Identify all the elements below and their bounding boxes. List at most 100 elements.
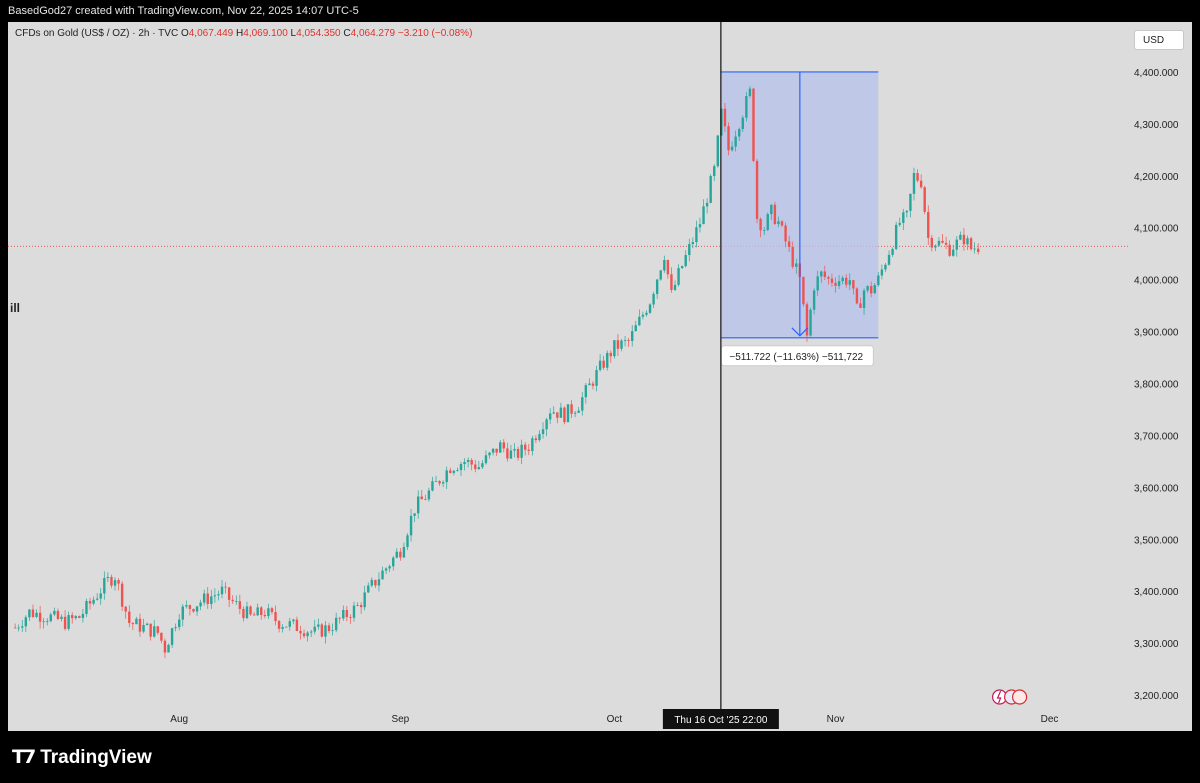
candle-body xyxy=(252,614,256,616)
candle-body xyxy=(120,583,124,607)
candle-body xyxy=(730,146,734,151)
candle-body xyxy=(716,135,720,167)
candle-body xyxy=(427,490,431,500)
tradingview-logo: 𝗧𝟳 TradingView xyxy=(12,746,152,769)
candle-body xyxy=(181,606,184,620)
close-value: 4,064.279 xyxy=(350,28,396,39)
candle-body xyxy=(695,227,698,243)
side-toolbar-icon[interactable]: ill xyxy=(10,301,21,315)
candle-body xyxy=(602,360,605,368)
candle-body xyxy=(830,278,834,283)
y-tick-label: 3,900.000 xyxy=(1134,328,1179,339)
candle-body xyxy=(837,281,841,286)
candle-body xyxy=(523,444,527,450)
candle-body xyxy=(267,608,270,617)
candle-body xyxy=(374,579,377,586)
candle-body xyxy=(927,211,930,238)
candle-body xyxy=(581,397,584,411)
candle-body xyxy=(616,340,620,349)
y-tick-label: 3,300.000 xyxy=(1134,639,1179,650)
candle-body xyxy=(859,303,862,308)
candle-body xyxy=(406,535,409,548)
candle-body xyxy=(424,499,427,501)
candle-body xyxy=(142,625,145,632)
candle-body xyxy=(752,88,755,161)
candle-body xyxy=(609,352,613,357)
candle-body xyxy=(534,438,538,441)
candle-body xyxy=(409,515,413,536)
candle-body xyxy=(820,271,823,277)
candle-body xyxy=(163,640,167,653)
candle-body xyxy=(242,608,245,619)
candle-body xyxy=(224,586,227,588)
candle-body xyxy=(873,285,876,294)
candle-body xyxy=(905,210,909,213)
symbol-label[interactable]: CFDs on Gold (US$ / OZ) · 2h · TVC xyxy=(15,28,179,39)
candle-body xyxy=(38,612,42,622)
candle-body xyxy=(416,496,420,514)
candle-body xyxy=(645,312,648,315)
candle-body xyxy=(466,460,470,463)
crosshair-date-label: Thu 16 Oct '25 22:00 xyxy=(674,715,768,726)
y-tick-label: 3,600.000 xyxy=(1134,483,1179,494)
candle-body xyxy=(470,460,473,465)
candle-body xyxy=(705,202,709,207)
chart-panel[interactable]: 3,200.000 3,300.000 3,400.000 3,500.000 3,60… xyxy=(8,22,1192,731)
candle-body xyxy=(295,619,299,631)
candle-body xyxy=(217,594,220,596)
candle-body xyxy=(71,615,74,619)
candle-body xyxy=(805,304,809,336)
candle-body xyxy=(449,470,452,473)
candle-body xyxy=(516,448,520,458)
candle-body xyxy=(727,126,730,151)
candle-body xyxy=(691,242,695,245)
candle-body xyxy=(502,442,505,449)
candle-body xyxy=(584,385,588,398)
candle-body xyxy=(509,450,513,459)
candle-body xyxy=(809,309,812,336)
candle-body xyxy=(299,630,302,634)
candle-body xyxy=(812,290,816,310)
candle-body xyxy=(891,248,894,255)
candle-body xyxy=(324,625,327,637)
candle-body xyxy=(976,248,980,253)
price-chart-svg[interactable]: 3,200.000 3,300.000 3,400.000 3,500.000 3,60… xyxy=(8,22,1192,731)
candle-body xyxy=(459,464,463,471)
candle-body xyxy=(263,614,267,617)
candle-body xyxy=(117,580,120,584)
lightning-glyph xyxy=(996,690,1002,704)
candle-body xyxy=(363,592,366,608)
y-tick-label: 3,400.000 xyxy=(1134,587,1179,598)
candle-body xyxy=(563,407,566,423)
candle-body xyxy=(88,600,92,604)
candle-body xyxy=(577,410,580,413)
candle-body xyxy=(99,593,102,599)
candle-body xyxy=(745,96,748,118)
candle-body xyxy=(912,173,916,194)
candle-body xyxy=(128,611,131,624)
candle-body xyxy=(513,448,516,451)
candle-body xyxy=(270,608,274,613)
currency-button[interactable]: USD xyxy=(1134,30,1184,50)
candle-body xyxy=(285,626,288,628)
candle-body xyxy=(313,626,316,632)
candle-body xyxy=(959,234,962,240)
candle-body xyxy=(748,88,752,97)
candle-body xyxy=(46,621,49,622)
candle-body xyxy=(349,617,352,618)
candle-body xyxy=(638,316,641,326)
candle-body xyxy=(334,617,338,631)
candle-body xyxy=(937,240,941,246)
y-tick-label: 4,100.000 xyxy=(1134,224,1179,235)
candle-body xyxy=(124,606,127,612)
candle-body xyxy=(156,626,160,633)
candle-body xyxy=(488,452,491,456)
y-tick-label: 3,200.000 xyxy=(1134,691,1179,702)
candle-body xyxy=(677,268,680,285)
change-value: −3.210 (−0.08%) xyxy=(397,28,473,39)
candle-body xyxy=(520,444,523,458)
candle-body xyxy=(741,117,744,130)
candle-body xyxy=(342,609,345,619)
candle-body xyxy=(787,241,791,247)
candle-body xyxy=(113,580,117,586)
